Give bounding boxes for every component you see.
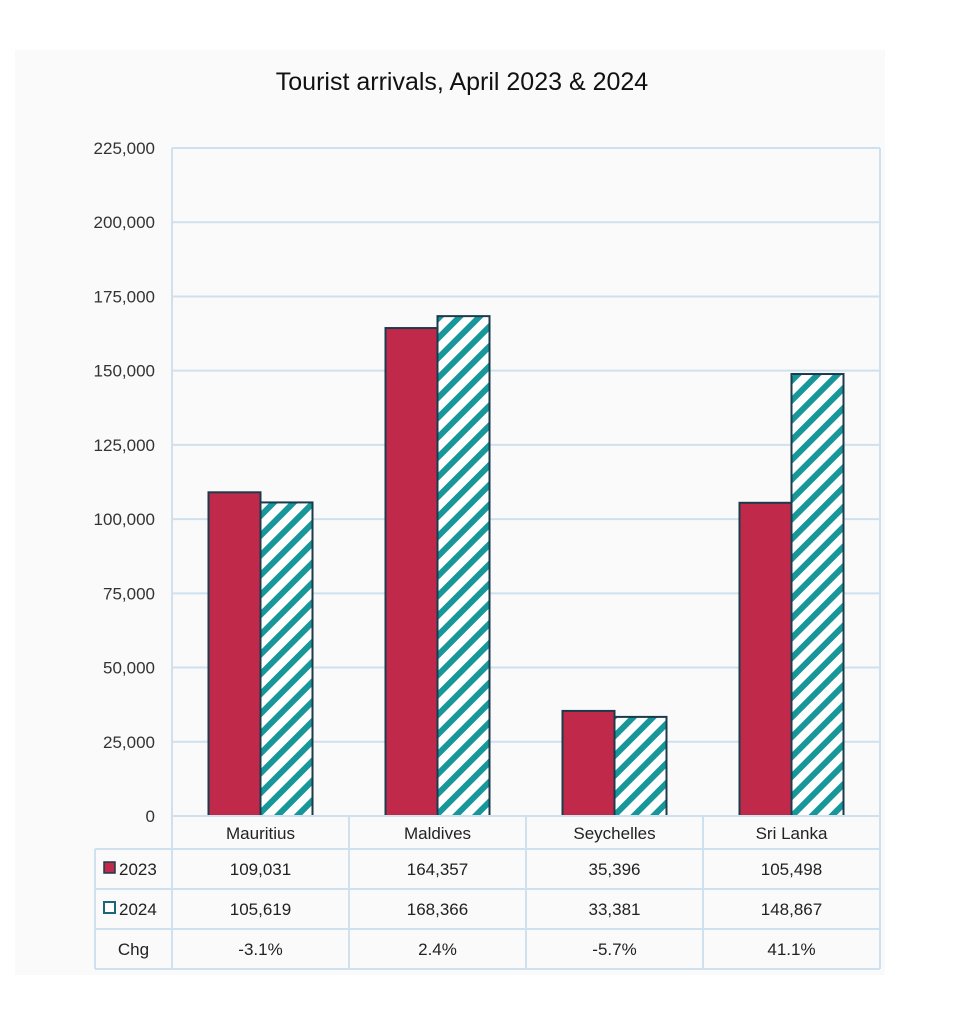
bar-2024-sri-lanka (790, 373, 845, 817)
legend-label: 2024 (119, 900, 157, 919)
data-label: 109,031 (230, 860, 291, 879)
legend-key-2024 (103, 901, 116, 914)
chart-title: Tourist arrivals, April 2023 & 2024 (276, 68, 649, 96)
x-tick-label: Seychelles (573, 824, 655, 843)
data-label: 33,381 (589, 900, 641, 919)
y-tick-label: 100,000 (94, 510, 155, 529)
data-label: 105,498 (761, 860, 822, 879)
data-label: -5.7% (592, 940, 636, 959)
y-tick-label: 150,000 (94, 362, 155, 381)
y-tick-label: 225,000 (94, 139, 155, 158)
table-row-label: Chg (118, 940, 149, 959)
data-label: -3.1% (238, 940, 282, 959)
y-tick-label: 50,000 (103, 659, 155, 678)
y-tick-label: 125,000 (94, 436, 155, 455)
y-tick-label: 0 (146, 807, 155, 826)
data-label: 164,357 (407, 860, 468, 879)
legend-key-2023 (103, 861, 116, 874)
bar-2023-seychelles (561, 709, 616, 817)
x-tick-label: Maldives (404, 824, 471, 843)
legend-label: 2023 (119, 860, 157, 879)
bar-2023-mauritius (207, 491, 262, 817)
y-tick-label: 75,000 (103, 584, 155, 603)
data-label: 105,619 (230, 900, 291, 919)
data-table: Mauritius Maldives Seychelles Sri Lanka 2023… (94, 815, 881, 970)
data-label: 168,366 (407, 900, 468, 919)
x-tick-label: Mauritius (226, 824, 295, 843)
bar-2024-mauritius (259, 501, 314, 817)
data-label: 41.1% (767, 940, 815, 959)
bar-2024-maldives (436, 315, 491, 817)
y-tick-label: 25,000 (103, 733, 155, 752)
y-tick-label: 175,000 (94, 287, 155, 306)
bar-2023-maldives (384, 327, 439, 817)
data-label: 2.4% (418, 940, 457, 959)
bar-2023-sri-lanka (738, 501, 793, 817)
y-tick-label: 200,000 (94, 213, 155, 232)
x-tick-label: Sri Lanka (756, 824, 828, 843)
bar-2024-seychelles (613, 715, 668, 817)
data-label: 35,396 (589, 860, 641, 879)
data-label: 148,867 (761, 900, 822, 919)
